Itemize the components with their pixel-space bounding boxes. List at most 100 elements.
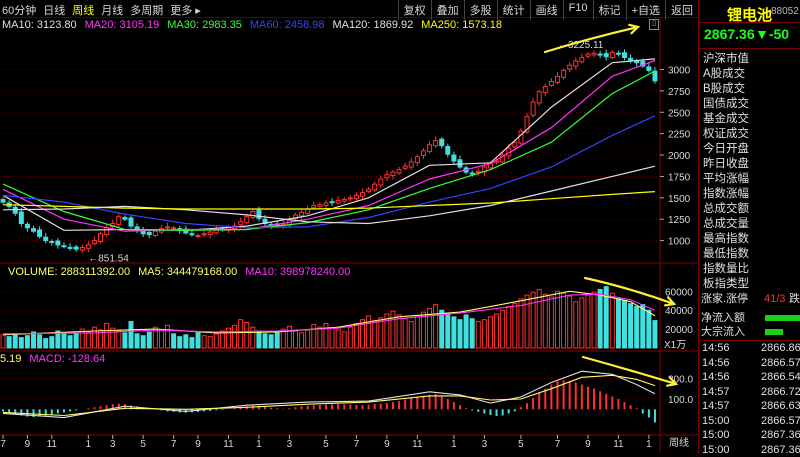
limit-suffix: 跌 (789, 292, 800, 306)
price-change: ▼-50 (755, 26, 789, 42)
volume-bar (519, 299, 523, 348)
big-inflow-row: 大宗流入 (701, 325, 800, 339)
tick-price: 2866.57 (761, 414, 800, 429)
candle-body (610, 52, 614, 57)
stat-menu-item[interactable]: 总成交量 (703, 217, 749, 232)
volume-bar (25, 336, 29, 348)
candle-body (440, 139, 444, 145)
volume-bar (525, 295, 529, 348)
x-tick-label: 1 (646, 439, 652, 450)
quote-side-panel: 锂电池 88052 2867.36 ▼-50 沪深市值 A股成交 B股成交 国债… (698, 0, 800, 453)
tick-time: 14:56 (702, 356, 730, 371)
stat-menu-item[interactable]: 今日开盘 (703, 142, 749, 157)
candle-body (385, 175, 389, 178)
stat-menu-item[interactable]: 沪深市值 (703, 52, 749, 67)
x-tick-label: 3 (110, 439, 116, 450)
period-week[interactable]: 周线 (72, 2, 94, 18)
stat-menu-item[interactable]: 总成交额 (703, 202, 749, 217)
window-toggle-icon[interactable]: ▯ (649, 19, 659, 30)
candle-body (50, 241, 54, 242)
candle-body (598, 54, 602, 55)
x-tick-label: 1 (86, 439, 92, 450)
candle-body (123, 218, 127, 220)
candle-body (68, 247, 72, 248)
stat-menu-item[interactable]: A股成交 (703, 67, 749, 82)
candle-body (629, 58, 633, 60)
volume-bar (123, 333, 127, 348)
statistics-button[interactable]: 统计 (497, 0, 530, 20)
back-button[interactable]: 返回 (665, 0, 698, 20)
x-tick-label: 5 (518, 439, 524, 450)
add-watchlist-button[interactable]: +自选 (626, 0, 665, 20)
x-tick-label: 1 (451, 439, 457, 450)
volume-bar (318, 327, 322, 348)
x-tick-label: 3 (482, 439, 488, 450)
x-tick-label: 11 (47, 439, 58, 450)
volume-bar (233, 325, 237, 348)
candle-body (239, 222, 243, 225)
stat-menu-item[interactable]: 平均涨幅 (703, 172, 749, 187)
volume-bar (403, 319, 407, 348)
draw-line-button[interactable]: 画线 (530, 0, 563, 20)
candle-body (245, 217, 249, 223)
multi-stock-button[interactable]: 多股 (464, 0, 497, 20)
volume-bar (105, 323, 109, 348)
chart-canvas[interactable]: 1000125015001750200022502500275030002000… (0, 0, 698, 453)
stat-menu-item[interactable]: 板指类型 (703, 277, 749, 292)
price-tick-label: 2500 (668, 108, 691, 119)
price-tick-label: 1250 (668, 215, 691, 226)
price-tick-label: 1750 (668, 172, 691, 183)
volume-bar (531, 292, 535, 348)
candle-body (257, 210, 261, 218)
stat-menu-item[interactable]: B股成交 (703, 82, 749, 97)
candle-body (19, 212, 23, 224)
stat-menu-item[interactable]: 权证成交 (703, 127, 749, 142)
candle-body (208, 232, 212, 235)
volume-ma5: MA5: 344479168.00 (138, 266, 237, 278)
stat-menu: 沪深市值 A股成交 B股成交 国债成交 基金成交 权证成交 今日开盘 昨日收盘 … (703, 52, 749, 292)
tick-price: 2866.54 (761, 370, 800, 385)
period-month[interactable]: 月线 (101, 2, 123, 18)
price-annotation: ←851.54 (88, 253, 129, 264)
volume-bar (129, 322, 133, 348)
stat-menu-item[interactable]: 基金成交 (703, 112, 749, 127)
candle-body (470, 173, 474, 174)
candle-body (415, 157, 419, 163)
x-tick-label: 9 (25, 439, 31, 450)
stat-menu-item[interactable]: 最低指数 (703, 247, 749, 262)
period-day[interactable]: 日线 (43, 2, 65, 18)
stat-menu-item[interactable]: 指数量比 (703, 262, 749, 277)
candle-body (74, 247, 78, 249)
stat-menu-item[interactable]: 国债成交 (703, 97, 749, 112)
f10-button[interactable]: F10 (563, 0, 593, 20)
volume-bar (68, 336, 72, 348)
overlay-button[interactable]: 叠加 (431, 0, 464, 20)
x-tick-label: 7 (171, 439, 177, 450)
volume-bar (446, 313, 450, 348)
volume-bar (610, 293, 614, 348)
restore-rights-button[interactable]: 复权 (398, 0, 431, 20)
volume-ma10: MA10: 398978240.00 (245, 266, 350, 278)
stat-menu-item[interactable]: 昨日收盘 (703, 157, 749, 172)
trend-arrow-macd (583, 357, 676, 384)
candle-body (543, 87, 547, 93)
period-60min[interactable]: 60分钟 (2, 2, 36, 18)
volume-bar (580, 298, 584, 348)
volume-bar (239, 320, 243, 348)
stat-menu-item[interactable]: 指数涨幅 (703, 187, 749, 202)
volume-bar (196, 333, 200, 348)
candle-body (336, 200, 340, 203)
volume-bar (166, 325, 170, 348)
macd-tick-label: 100.0 (668, 395, 693, 406)
volume-bar (562, 293, 566, 348)
volume-bar (549, 297, 553, 348)
period-more[interactable]: 更多 ▸ (170, 2, 201, 18)
mark-button[interactable]: 标记 (593, 0, 626, 20)
period-multi[interactable]: 多周期 (130, 2, 163, 18)
volume-bar (7, 337, 11, 348)
volume-bar (622, 301, 626, 348)
stat-menu-item[interactable]: 最高指数 (703, 232, 749, 247)
price-tick-label: 1500 (668, 194, 691, 205)
